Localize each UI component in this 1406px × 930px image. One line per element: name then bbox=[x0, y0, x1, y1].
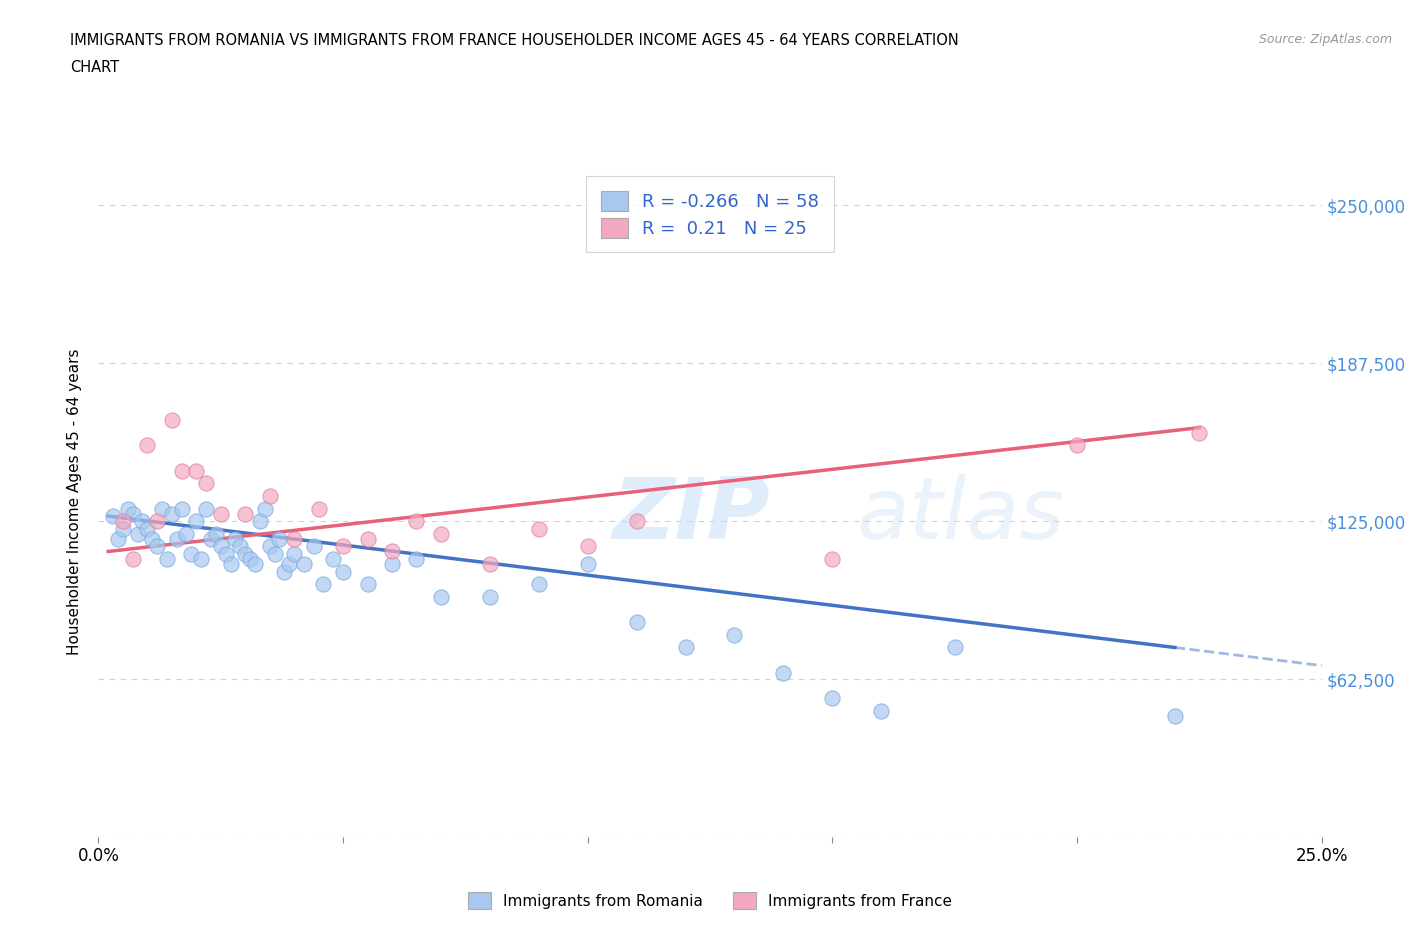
Point bbox=[263, 547, 285, 562]
Point bbox=[214, 547, 236, 562]
Legend: Immigrants from Romania, Immigrants from France: Immigrants from Romania, Immigrants from… bbox=[460, 884, 960, 916]
Point bbox=[332, 539, 354, 554]
Text: ZIP: ZIP bbox=[612, 474, 770, 557]
Point bbox=[527, 522, 550, 537]
Point bbox=[190, 551, 212, 566]
Point bbox=[430, 590, 453, 604]
Point bbox=[195, 476, 218, 491]
Point bbox=[356, 577, 378, 591]
Point bbox=[156, 551, 179, 566]
Point bbox=[723, 628, 745, 643]
Point bbox=[527, 577, 550, 591]
Point bbox=[1164, 709, 1187, 724]
Point bbox=[131, 513, 153, 528]
Point bbox=[332, 565, 354, 579]
Point bbox=[626, 615, 648, 630]
Point bbox=[121, 506, 143, 521]
Point bbox=[249, 513, 271, 528]
Point bbox=[675, 640, 697, 655]
Point bbox=[283, 547, 305, 562]
Point bbox=[219, 557, 242, 572]
Point bbox=[273, 565, 295, 579]
Point bbox=[107, 531, 129, 546]
Point bbox=[160, 413, 183, 428]
Point bbox=[170, 501, 193, 516]
Point bbox=[626, 513, 648, 528]
Point bbox=[283, 531, 305, 546]
Point bbox=[322, 551, 344, 566]
Point bbox=[200, 531, 222, 546]
Point bbox=[101, 509, 124, 524]
Point bbox=[430, 526, 453, 541]
Point bbox=[233, 547, 256, 562]
Point bbox=[136, 522, 159, 537]
Point bbox=[121, 551, 143, 566]
Point bbox=[136, 438, 159, 453]
Text: atlas: atlas bbox=[856, 474, 1064, 557]
Point bbox=[1066, 438, 1088, 453]
Point bbox=[205, 526, 228, 541]
Point bbox=[478, 557, 501, 572]
Point bbox=[381, 544, 404, 559]
Point bbox=[150, 501, 173, 516]
Point bbox=[292, 557, 315, 572]
Point bbox=[229, 539, 252, 554]
Y-axis label: Householder Income Ages 45 - 64 years: Householder Income Ages 45 - 64 years bbox=[67, 349, 83, 656]
Point bbox=[117, 501, 139, 516]
Point bbox=[176, 526, 198, 541]
Point bbox=[127, 526, 149, 541]
Point bbox=[821, 551, 844, 566]
Point bbox=[576, 539, 599, 554]
Point bbox=[195, 501, 218, 516]
Point bbox=[180, 547, 202, 562]
Point bbox=[146, 513, 169, 528]
Point bbox=[1188, 425, 1211, 440]
Point bbox=[239, 551, 262, 566]
Point bbox=[146, 539, 169, 554]
Point bbox=[170, 463, 193, 478]
Point bbox=[576, 557, 599, 572]
Text: IMMIGRANTS FROM ROMANIA VS IMMIGRANTS FROM FRANCE HOUSEHOLDER INCOME AGES 45 - 6: IMMIGRANTS FROM ROMANIA VS IMMIGRANTS FR… bbox=[70, 33, 959, 47]
Point bbox=[405, 513, 427, 528]
Point bbox=[821, 691, 844, 706]
Point bbox=[233, 506, 256, 521]
Point bbox=[253, 501, 276, 516]
Point bbox=[356, 531, 378, 546]
Point bbox=[478, 590, 501, 604]
Point bbox=[111, 522, 134, 537]
Point bbox=[269, 531, 291, 546]
Point bbox=[308, 501, 330, 516]
Point bbox=[870, 703, 893, 718]
Point bbox=[381, 557, 404, 572]
Point bbox=[160, 506, 183, 521]
Point bbox=[312, 577, 335, 591]
Point bbox=[243, 557, 266, 572]
Point bbox=[259, 539, 281, 554]
Point bbox=[209, 539, 232, 554]
Point bbox=[278, 557, 301, 572]
Point bbox=[166, 531, 188, 546]
Point bbox=[209, 506, 232, 521]
Point bbox=[141, 531, 163, 546]
Point bbox=[186, 513, 208, 528]
Point bbox=[259, 488, 281, 503]
Text: Source: ZipAtlas.com: Source: ZipAtlas.com bbox=[1258, 33, 1392, 46]
Point bbox=[302, 539, 325, 554]
Point bbox=[405, 551, 427, 566]
Point bbox=[186, 463, 208, 478]
Point bbox=[224, 531, 246, 546]
Point bbox=[772, 665, 794, 680]
Text: CHART: CHART bbox=[70, 60, 120, 75]
Point bbox=[943, 640, 966, 655]
Point bbox=[111, 513, 134, 528]
